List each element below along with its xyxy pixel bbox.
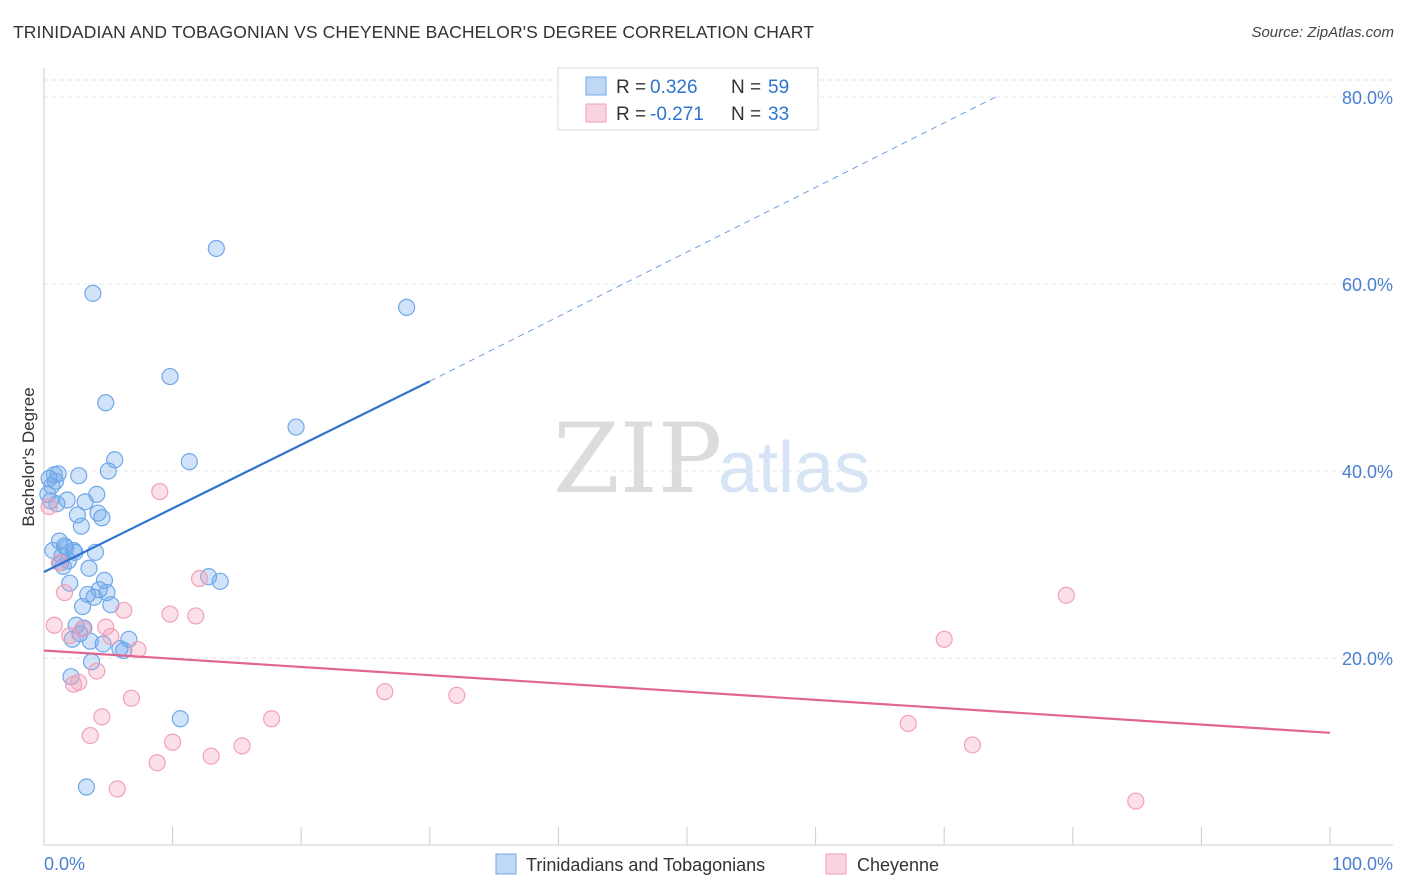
- trinidadian-point: [106, 451, 124, 469]
- cheyenne-point: [202, 747, 220, 765]
- trinidadian-point: [84, 284, 102, 302]
- cheyenne-point: [191, 569, 209, 588]
- y-tick-label: 60.0%: [1342, 275, 1393, 295]
- watermark: ZIP atlas: [553, 403, 870, 515]
- cheyenne-point: [151, 482, 169, 501]
- x-tick-labels: 0.0% 100.0%: [44, 854, 1393, 874]
- cheyenne-point: [108, 780, 126, 798]
- trinidadian-point: [180, 453, 198, 471]
- series-legend: Trinidadians and Tobagonians Cheyenne: [495, 853, 939, 875]
- trinidadian-point: [88, 485, 106, 503]
- trend-lines: [43, 96, 1331, 734]
- cheyenne-point: [376, 683, 394, 701]
- cheyenne-point: [73, 620, 92, 638]
- trinidadian-point: [68, 506, 87, 524]
- cheyenne-point: [55, 583, 74, 602]
- cheyenne-point: [963, 736, 982, 754]
- cheyenne-point: [164, 733, 182, 751]
- watermark-zip: ZIP: [553, 403, 722, 515]
- cheyenne-point: [93, 708, 111, 726]
- legend-swatch-trinidadian: [495, 853, 517, 875]
- cheyenne-point: [40, 497, 58, 516]
- trinidadian-point: [58, 491, 76, 509]
- cheyenne-point: [148, 754, 166, 772]
- y-tick-label: 80.0%: [1342, 88, 1393, 108]
- x-tick-label: 100.0%: [1332, 854, 1393, 874]
- y-tick-labels: 20.0% 40.0% 60.0% 80.0%: [1342, 88, 1393, 669]
- cheyenne-point: [45, 616, 63, 634]
- watermark-atlas: atlas: [718, 428, 870, 508]
- cheyenne-point: [187, 607, 205, 625]
- trinidadian-point: [93, 509, 111, 527]
- trinidadian-point: [70, 467, 88, 485]
- legend-r-label: R =: [616, 77, 646, 98]
- legend-swatch-cheyenne: [825, 853, 847, 875]
- y-tick-label: 40.0%: [1342, 462, 1393, 482]
- cheyenne-point: [935, 630, 953, 648]
- legend-n-value: 59: [768, 77, 789, 98]
- cheyenne-point: [448, 686, 466, 705]
- trinidadian-point: [207, 239, 225, 258]
- y-axis-label: Bachelor's Degree: [19, 387, 38, 526]
- cheyenne-point: [102, 627, 120, 646]
- trinidadian-point: [80, 559, 98, 577]
- legend-r-value: -0.271: [650, 104, 704, 125]
- trinidadian-point: [77, 778, 96, 796]
- trinidadian-point: [49, 465, 67, 483]
- source-label: Source: ZipAtlas.com: [1251, 24, 1394, 41]
- legend-n-label: N =: [731, 77, 761, 98]
- trinidadian-point: [50, 532, 69, 550]
- legend-swatch: [585, 76, 607, 96]
- legend-label-trinidadian: Trinidadians and Tobagonians: [526, 855, 765, 875]
- data-points: [39, 239, 1145, 810]
- legend-n-value: 33: [768, 104, 789, 125]
- trinidadian-trend-extension: [429, 96, 996, 382]
- legend-n-label: N =: [731, 104, 761, 125]
- trinidadian-point: [398, 298, 416, 316]
- cheyenne-point: [122, 689, 141, 707]
- legend-swatch: [585, 103, 607, 123]
- cheyenne-point: [97, 618, 115, 636]
- stats-legend-box: [557, 67, 819, 131]
- cheyenne-trend-line: [43, 649, 1331, 734]
- y-tick-label: 20.0%: [1342, 649, 1393, 669]
- trinidadian-point: [72, 517, 90, 535]
- trinidadian-point: [97, 394, 115, 412]
- legend-r-value: 0.326: [650, 77, 698, 98]
- cheyenne-point: [81, 727, 99, 745]
- chart-title: TRINIDADIAN AND TOBAGONIAN VS CHEYENNE B…: [13, 22, 814, 42]
- cheyenne-point: [115, 601, 133, 619]
- cheyenne-point: [88, 662, 106, 680]
- trinidadian-point: [171, 710, 189, 728]
- trinidadian-point: [287, 418, 305, 436]
- legend-r-label: R =: [616, 104, 646, 125]
- cheyenne-point: [70, 673, 88, 691]
- grid-lines: [44, 79, 1393, 659]
- x-tick-label: 0.0%: [44, 854, 85, 874]
- cheyenne-point: [1057, 586, 1075, 604]
- cheyenne-point: [263, 710, 281, 728]
- cheyenne-point: [899, 714, 917, 733]
- trinidadian-point: [81, 632, 99, 650]
- trinidadian-trend-line: [43, 380, 431, 573]
- cheyenne-point: [233, 737, 251, 755]
- axes: [43, 68, 1393, 846]
- trinidadian-point: [161, 367, 179, 386]
- trinidadian-point: [61, 574, 79, 592]
- stats-legend: R = 0.326 N = 59 R = -0.271 N = 33: [557, 67, 819, 131]
- cheyenne-point: [161, 605, 179, 623]
- legend-label-cheyenne: Cheyenne: [857, 855, 939, 875]
- cheyenne-point: [1127, 792, 1145, 810]
- trinidadian-point: [211, 572, 229, 590]
